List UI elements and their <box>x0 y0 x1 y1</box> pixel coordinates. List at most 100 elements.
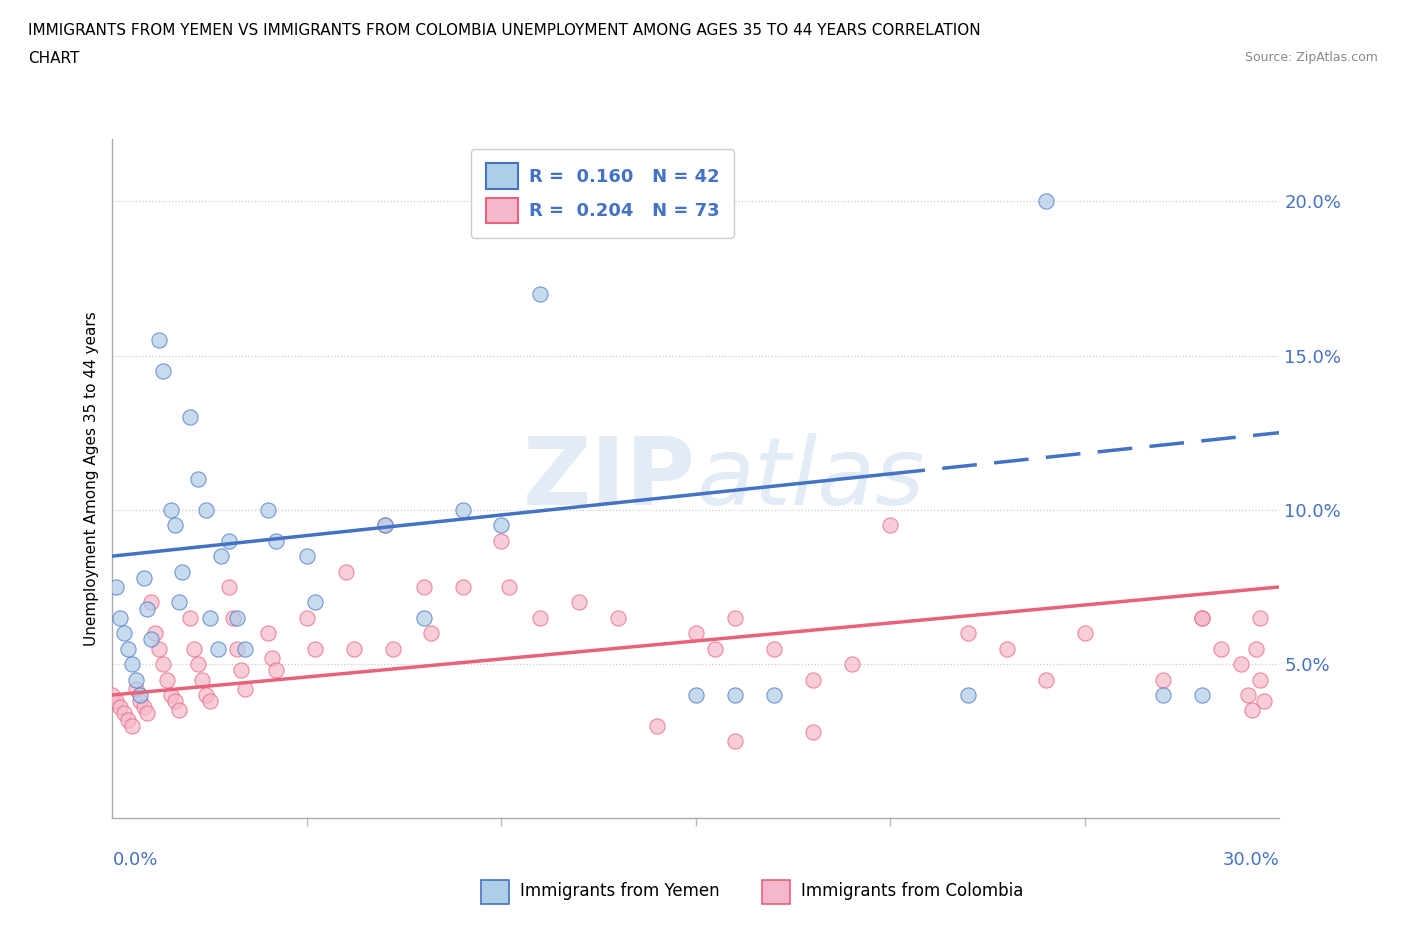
Point <box>112 706 135 721</box>
Y-axis label: Unemployment Among Ages 35 to 44 years: Unemployment Among Ages 35 to 44 years <box>83 312 98 646</box>
Point <box>141 632 163 647</box>
Point <box>841 657 863 671</box>
Point <box>101 687 124 702</box>
Point <box>257 626 280 641</box>
Point <box>295 610 318 625</box>
Point <box>194 687 217 702</box>
Point <box>724 687 747 702</box>
Point <box>335 565 357 579</box>
Point <box>374 518 396 533</box>
Text: Source: ZipAtlas.com: Source: ZipAtlas.com <box>1244 51 1378 64</box>
Point <box>128 694 150 709</box>
Point <box>105 694 128 709</box>
Point <box>218 579 240 594</box>
Point <box>264 663 287 678</box>
Point <box>420 626 443 641</box>
Point <box>218 533 240 548</box>
Point <box>491 518 513 533</box>
Point <box>1191 610 1213 625</box>
Point <box>685 626 707 641</box>
Point <box>762 642 785 657</box>
Point <box>209 549 232 564</box>
Point <box>995 642 1018 657</box>
Point <box>187 657 209 671</box>
Text: IMMIGRANTS FROM YEMEN VS IMMIGRANTS FROM COLOMBIA UNEMPLOYMENT AMONG AGES 35 TO : IMMIGRANTS FROM YEMEN VS IMMIGRANTS FROM… <box>28 23 981 38</box>
Point <box>132 570 155 585</box>
Point <box>136 601 159 616</box>
Point <box>125 682 148 697</box>
Point <box>529 610 551 625</box>
Point <box>128 687 150 702</box>
Text: 30.0%: 30.0% <box>1223 851 1279 870</box>
Point <box>1229 657 1251 671</box>
Point <box>451 579 474 594</box>
Point <box>260 650 283 665</box>
Point <box>412 579 434 594</box>
Point <box>156 672 179 687</box>
Point <box>1191 687 1213 702</box>
Point <box>1244 642 1267 657</box>
Point <box>1035 672 1057 687</box>
Legend: R =  0.160   N = 42, R =  0.204   N = 73: R = 0.160 N = 42, R = 0.204 N = 73 <box>471 149 734 237</box>
Point <box>1209 642 1232 657</box>
Point <box>194 502 217 517</box>
Point <box>257 502 280 517</box>
Point <box>172 565 194 579</box>
Text: ZIP: ZIP <box>523 433 696 525</box>
Point <box>112 626 135 641</box>
Point <box>152 657 174 671</box>
Point <box>179 410 201 425</box>
Point <box>801 672 824 687</box>
Point <box>167 703 190 718</box>
Point <box>1249 672 1271 687</box>
Point <box>226 610 249 625</box>
Point <box>191 672 214 687</box>
Point <box>1237 687 1260 702</box>
Point <box>222 610 245 625</box>
Point <box>143 626 166 641</box>
Point <box>148 333 170 348</box>
Point <box>160 502 183 517</box>
Text: atlas: atlas <box>696 433 924 525</box>
Point <box>132 700 155 715</box>
Point <box>879 518 901 533</box>
Point <box>1253 694 1275 709</box>
Point <box>198 610 221 625</box>
Point <box>117 712 139 727</box>
Point <box>264 533 287 548</box>
Point <box>957 626 980 641</box>
Point <box>121 657 143 671</box>
Point <box>179 610 201 625</box>
Point <box>724 734 747 749</box>
Point <box>724 610 747 625</box>
Point <box>304 595 326 610</box>
Point <box>498 579 520 594</box>
Point <box>451 502 474 517</box>
Point <box>568 595 591 610</box>
Point <box>167 595 190 610</box>
Text: CHART: CHART <box>28 51 80 66</box>
Point <box>136 706 159 721</box>
Point <box>125 672 148 687</box>
Point <box>141 595 163 610</box>
Point <box>105 579 128 594</box>
Point <box>1152 672 1174 687</box>
Point <box>110 610 132 625</box>
Point <box>685 687 707 702</box>
Point <box>163 518 186 533</box>
Point <box>1152 687 1174 702</box>
Point <box>343 642 366 657</box>
Point <box>163 694 186 709</box>
Point <box>412 610 434 625</box>
Point <box>207 642 229 657</box>
Point <box>110 700 132 715</box>
Point <box>233 642 256 657</box>
Point <box>1074 626 1097 641</box>
Point <box>229 663 252 678</box>
Point <box>1035 193 1057 208</box>
Point <box>121 718 143 733</box>
Text: Immigrants from Colombia: Immigrants from Colombia <box>801 882 1024 900</box>
Point <box>645 718 668 733</box>
Point <box>704 642 727 657</box>
Point <box>529 286 551 301</box>
